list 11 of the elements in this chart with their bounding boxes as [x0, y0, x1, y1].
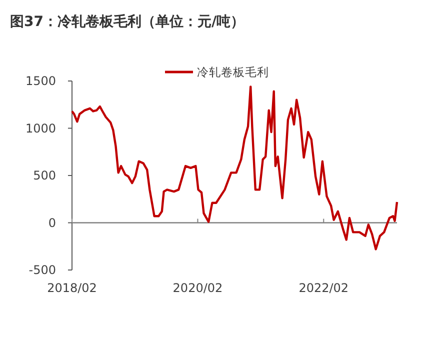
chart-title: 图37：冷轧卷板毛利（单位：元/吨）	[10, 13, 245, 30]
y-tick-label: 1000	[25, 121, 56, 136]
y-tick-label: 500	[33, 168, 56, 183]
x-tick-label: 2020/02	[172, 281, 223, 295]
y-tick-label: -500	[28, 263, 56, 278]
y-tick-label: 1500	[25, 74, 56, 88]
x-tick-label: 2018/02	[47, 281, 97, 295]
y-tick-label: 0	[48, 216, 56, 230]
line-series	[70, 86, 398, 250]
legend-label: 冷轧卷板毛利	[197, 65, 269, 80]
x-tick-label: 2022/02	[298, 281, 349, 295]
